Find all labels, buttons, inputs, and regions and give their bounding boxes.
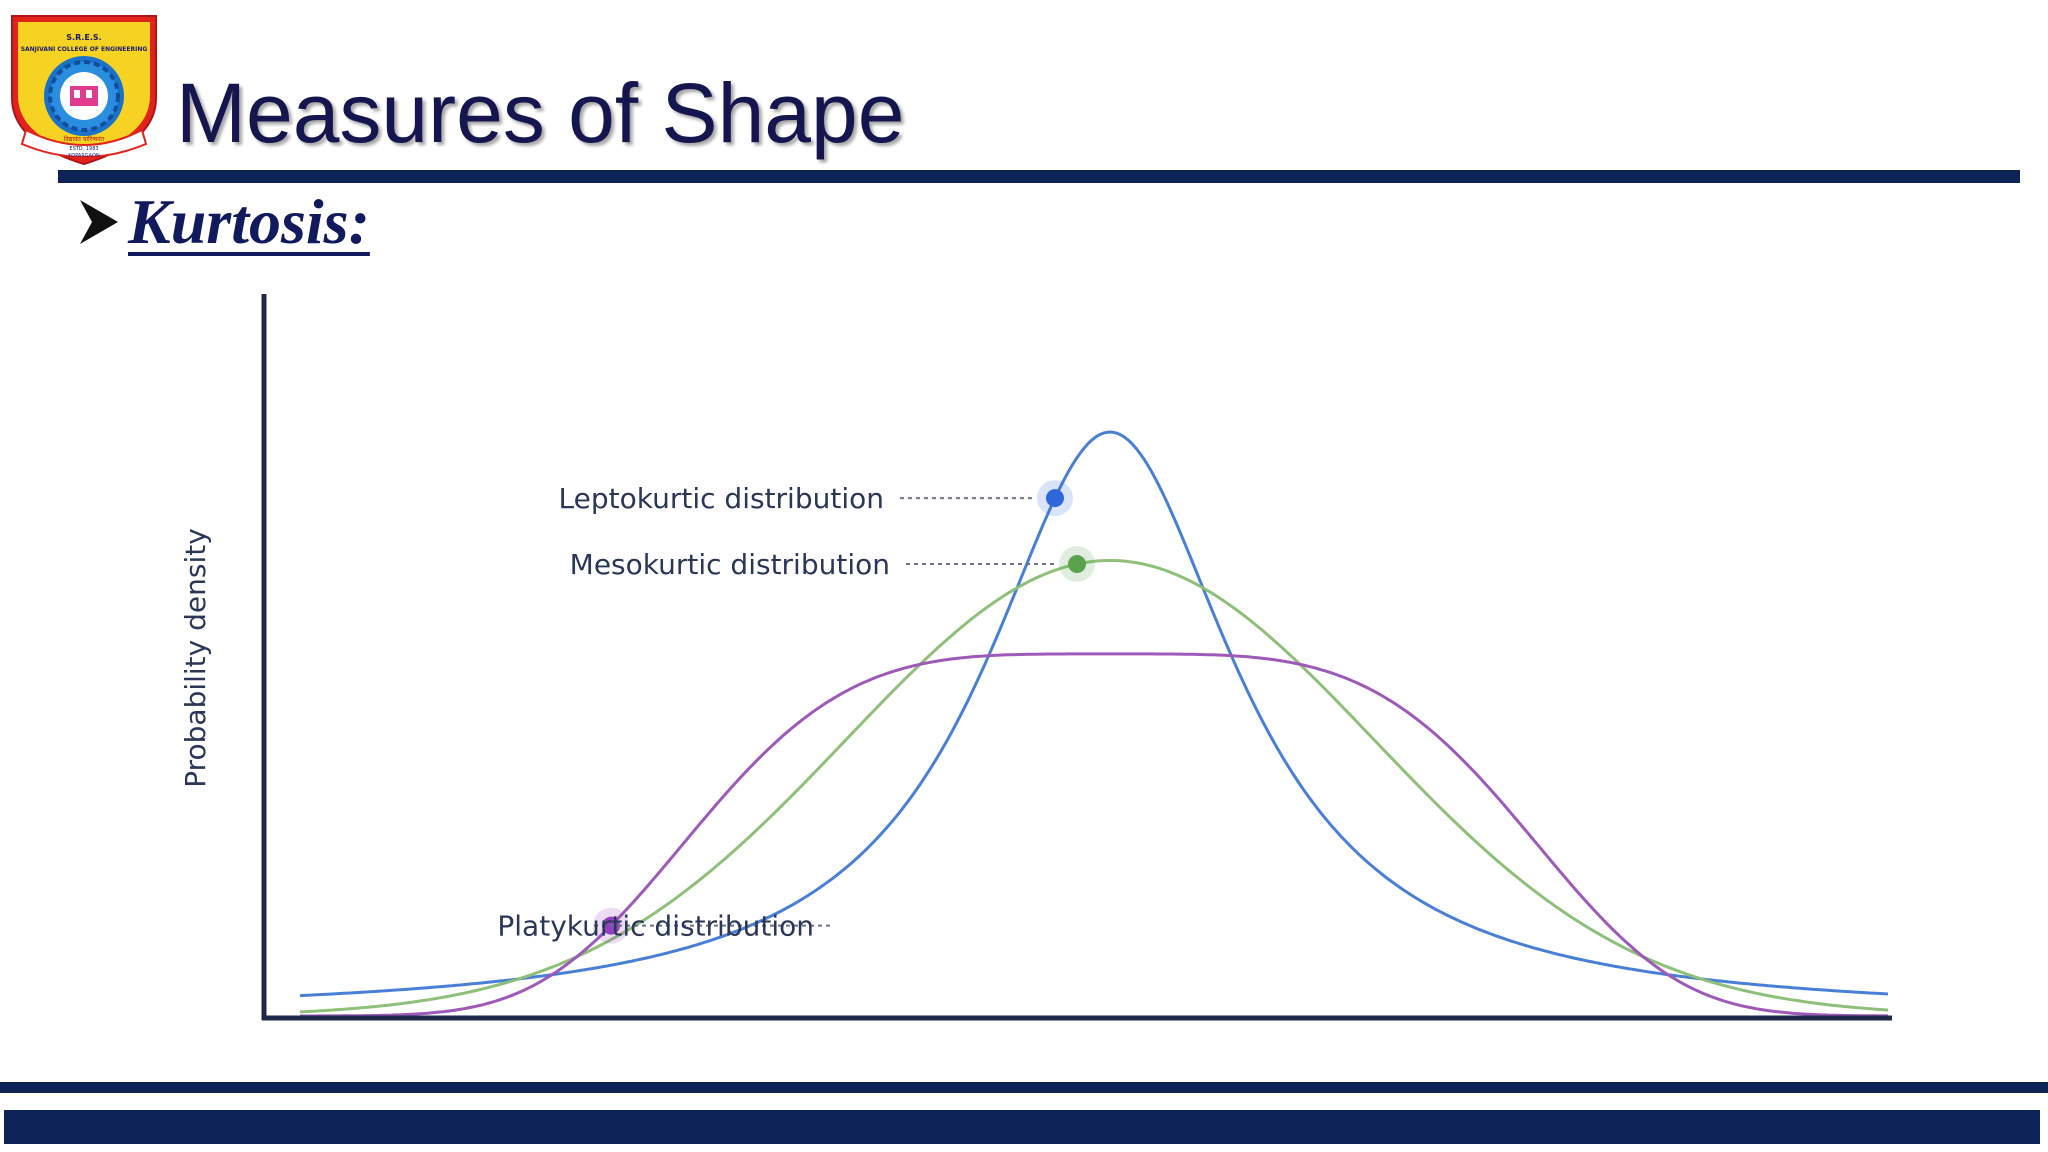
- marker-dot-0: [1046, 489, 1064, 508]
- slide-title: Measures of Shape: [176, 66, 905, 160]
- bullet-kurtosis: Kurtosis:: [78, 185, 370, 259]
- footer-bar: [4, 1110, 2040, 1144]
- series-label-2: Platykurtic distribution: [497, 910, 814, 943]
- footer-divider: [0, 1082, 2048, 1093]
- y-axis-label: Probability density: [179, 528, 212, 788]
- logo-college-text: SANJIVANI COLLEGE OF ENGINEERING: [21, 46, 148, 53]
- series-line-0: [299, 430, 1889, 998]
- arrow-bullet-icon: [80, 200, 118, 244]
- title-divider: [58, 170, 2020, 183]
- series-line-1: [299, 559, 1889, 1014]
- logo-estd: ESTD. 1983: [69, 146, 98, 152]
- marker-dot-1: [1068, 555, 1086, 574]
- logo-motto: विद्यावंत चारित्र्यवंत: [64, 135, 105, 143]
- logo-top-text: S.R.E.S.: [66, 33, 101, 42]
- series-line-2: [300, 652, 1888, 1018]
- series-label-1: Mesokurtic distribution: [570, 548, 890, 581]
- series-label-0: Leptokurtic distribution: [559, 482, 884, 515]
- bullet-text: Kurtosis:: [128, 186, 370, 257]
- college-logo: S.R.E.S. SANJIVANI COLLEGE OF ENGINEERIN…: [11, 15, 157, 166]
- logo-place: KOPARGAON: [68, 153, 100, 159]
